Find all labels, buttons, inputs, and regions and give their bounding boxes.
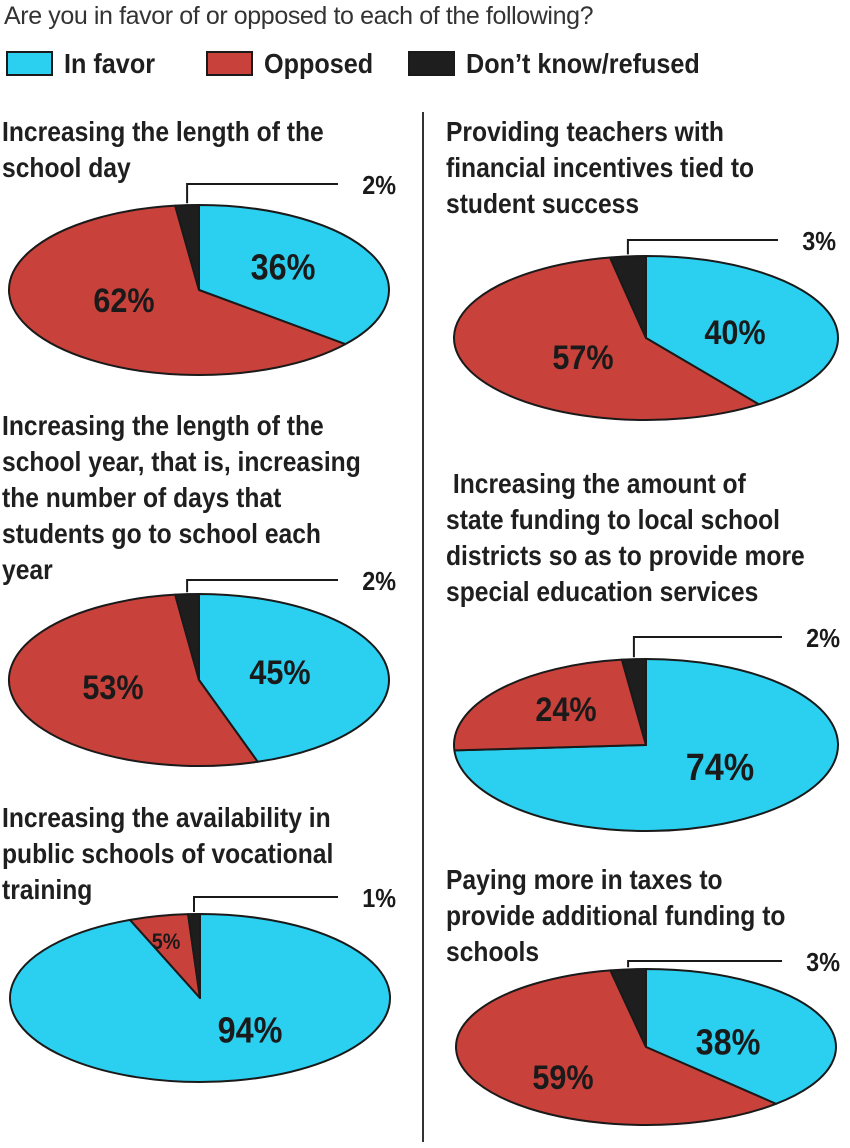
leader-line-special-education (632, 636, 782, 658)
slice-dont-know-special-education (620, 658, 647, 746)
slice-opposed-teacher-incentives (453, 256, 760, 421)
leader-line-teacher-incentives (626, 239, 778, 255)
label-in-favor-taxes: 38% (696, 1023, 761, 1063)
slice-dont-know-taxes (609, 967, 647, 1048)
legend-swatch-in-favor (6, 51, 53, 76)
label-in-favor-vocational-training: 94% (218, 1011, 283, 1051)
chart-title-teacher-incentives: Providing teachers with financial incent… (446, 116, 755, 219)
legend-swatch-opposed (206, 51, 253, 76)
label-opposed-vocational-training: 5% (152, 930, 181, 954)
label-opposed-teacher-incentives: 57% (552, 339, 613, 377)
column-divider (422, 112, 424, 1142)
label-opposed-taxes: 59% (532, 1059, 593, 1097)
label-dont-know-taxes: 3% (806, 949, 840, 977)
chart-title-special-education: Increasing the amount of state funding t… (446, 468, 805, 607)
slice-in-favor-school-day (198, 204, 390, 346)
slice-dont-know-vocational-training (187, 913, 201, 999)
slice-in-favor-taxes (645, 968, 837, 1105)
slice-opposed-school-day (8, 204, 347, 376)
pie-taxes: 38% 59% 3% (455, 949, 840, 1126)
label-in-favor-special-education: 74% (686, 745, 754, 788)
chart-title-vocational-training: Increasing the availability in public sc… (2, 802, 334, 905)
legend-label-dont-know: Don’t know/refused (466, 48, 700, 79)
legend-swatch-dont-know (408, 51, 455, 76)
label-in-favor-school-year: 45% (249, 654, 310, 692)
legend-label-in-favor: In favor (64, 48, 156, 79)
survey-question: Are you in favor of or opposed to each o… (4, 2, 594, 30)
label-dont-know-special-education: 2% (806, 625, 840, 653)
leader-line-taxes (627, 960, 782, 968)
slice-in-favor-school-year (198, 593, 390, 763)
label-opposed-school-year: 53% (82, 669, 143, 707)
label-in-favor-teacher-incentives: 40% (704, 314, 765, 352)
label-dont-know-teacher-incentives: 3% (802, 228, 836, 256)
slice-opposed-school-year (7, 593, 259, 767)
label-opposed-special-education: 24% (535, 691, 596, 729)
pie-special-education: 74% 24% 2% (453, 625, 840, 832)
leader-line-vocational-training (193, 896, 338, 912)
label-dont-know-school-year: 2% (362, 568, 396, 596)
pie-school-day: 36% 62% 2% (8, 172, 396, 376)
slice-dont-know-teacher-incentives (609, 254, 647, 339)
label-in-favor-school-day: 36% (251, 248, 316, 288)
slice-opposed-taxes (455, 969, 778, 1126)
slice-dont-know-school-year (174, 593, 200, 681)
chart-title-school-day: Increasing the length of the school day (2, 116, 324, 183)
slice-opposed-special-education (453, 658, 647, 752)
pie-vocational-training: 94% 5% 1% (9, 885, 396, 1083)
slice-dont-know-school-day (174, 204, 200, 291)
leader-line-school-year (186, 579, 338, 593)
label-dont-know-school-day: 2% (362, 172, 396, 200)
chart-title-taxes: Paying more in taxes to provide addition… (446, 864, 786, 967)
chart-title-school-year: Increasing the length of the school year… (2, 410, 361, 585)
pie-school-year: 45% 53% 2% (7, 568, 396, 767)
leader-line-school-day (186, 183, 338, 204)
label-opposed-school-day: 62% (93, 282, 154, 320)
label-dont-know-vocational-training: 1% (362, 885, 396, 913)
legend-label-opposed: Opposed (264, 48, 374, 79)
pie-teacher-incentives: 40% 57% 3% (453, 228, 839, 421)
slice-in-favor-teacher-incentives (645, 255, 839, 406)
